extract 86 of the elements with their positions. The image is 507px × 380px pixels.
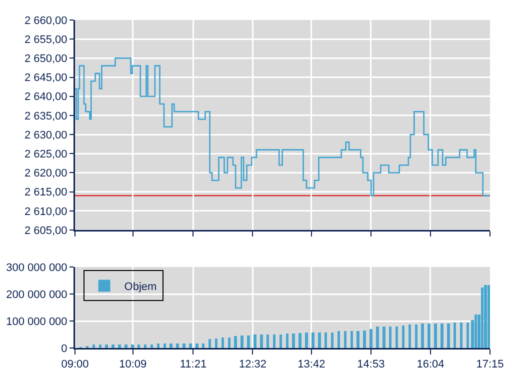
y-tick-label: 200 000 000 — [6, 288, 68, 301]
bar — [466, 322, 470, 348]
bar — [395, 326, 398, 348]
bar — [221, 337, 224, 348]
y-tick-label: 2 605,00 — [24, 224, 68, 237]
y-tick-label: 2 610,00 — [24, 206, 68, 218]
x-tick-label: 10:09 — [119, 358, 147, 371]
bar — [254, 334, 256, 348]
y-tick-label: 2 660,00 — [24, 14, 68, 27]
y-tick-label: 2 645,00 — [24, 72, 68, 84]
x-tick-label: 11:21 — [180, 358, 207, 371]
bar — [447, 323, 450, 348]
bar — [440, 323, 444, 348]
bar — [150, 344, 154, 348]
bar — [460, 322, 463, 348]
bar — [324, 332, 328, 348]
bar — [312, 332, 314, 348]
bar — [234, 336, 237, 348]
bar — [382, 326, 386, 348]
y-tick-label: 300 000 000 — [6, 262, 68, 274]
x-tick-label: 13:42 — [298, 358, 326, 371]
y-tick-label: 0 — [61, 342, 68, 355]
bar — [337, 331, 340, 348]
bar — [144, 344, 147, 348]
x-tick-label: 12:32 — [238, 358, 266, 371]
bar — [163, 344, 166, 348]
bar — [112, 344, 114, 348]
bar — [286, 333, 289, 348]
y-tick-label: 2 650,00 — [24, 53, 68, 66]
bar — [344, 331, 347, 348]
x-tick-label: 09:00 — [61, 358, 89, 371]
bar — [92, 344, 96, 348]
bar — [176, 344, 179, 348]
bar — [131, 344, 134, 348]
bar — [388, 326, 392, 348]
bar — [421, 323, 424, 348]
bar — [105, 344, 108, 348]
bar — [202, 344, 205, 348]
y-tick-label: 2 625,00 — [24, 148, 68, 160]
bar — [124, 344, 128, 348]
y-tick-label: 2 640,00 — [24, 91, 68, 104]
bar — [189, 344, 192, 348]
bar — [356, 331, 360, 348]
bar — [484, 284, 487, 348]
x-tick-label: 16:04 — [416, 358, 444, 371]
bar — [363, 330, 366, 348]
y-tick-label: 2 615,00 — [24, 186, 68, 199]
bar — [118, 344, 121, 348]
x-tick-label: 17:15 — [476, 358, 504, 371]
bar — [330, 332, 334, 348]
bar — [305, 332, 308, 348]
bar — [196, 344, 198, 348]
bar — [318, 332, 321, 348]
bar — [98, 344, 102, 348]
bar — [453, 322, 456, 348]
bar — [279, 334, 282, 348]
legend-label: Objem — [124, 281, 157, 294]
x-tick-label: 14:53 — [357, 358, 385, 371]
bar — [414, 324, 418, 348]
bar — [408, 324, 412, 348]
bar — [247, 336, 250, 348]
y-tick-label: 2 655,00 — [24, 34, 68, 46]
bar — [370, 328, 372, 348]
bar — [376, 326, 379, 348]
bar — [272, 334, 276, 348]
y-tick-label: 2 620,00 — [24, 168, 68, 180]
bar — [240, 336, 244, 348]
bar — [350, 331, 354, 348]
bar — [260, 334, 263, 348]
bar — [298, 333, 302, 348]
y-tick-label: 100 000 000 — [6, 316, 68, 328]
bar — [156, 344, 160, 348]
bar — [402, 325, 405, 348]
bar — [182, 344, 186, 348]
bar — [488, 284, 490, 348]
bar — [474, 314, 478, 348]
bar — [228, 337, 231, 348]
bar — [170, 344, 172, 348]
bar — [434, 323, 437, 348]
bar — [428, 323, 430, 348]
bar — [292, 333, 295, 348]
bar — [137, 344, 140, 348]
y-tick-label: 2 630,00 — [24, 129, 68, 142]
bar — [266, 334, 270, 348]
bar — [480, 287, 484, 348]
y-tick-label: 2 635,00 — [24, 110, 68, 122]
